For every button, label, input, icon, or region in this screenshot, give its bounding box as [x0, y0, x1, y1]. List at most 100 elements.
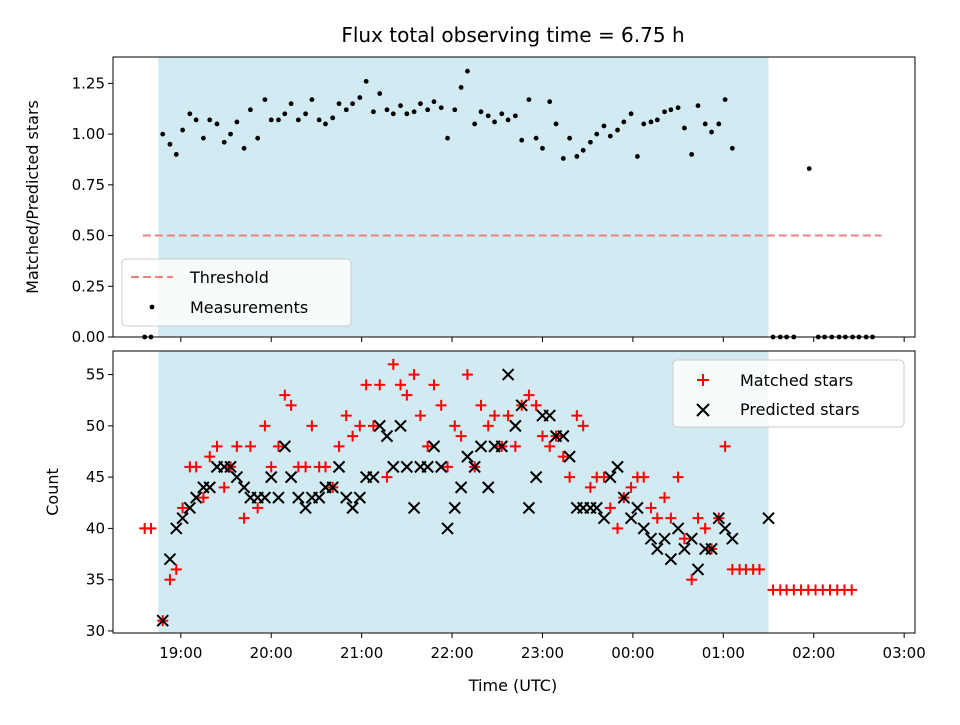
measurement-point: [228, 131, 233, 137]
predicted-star-point: [515, 399, 528, 412]
matched-star-point: [300, 461, 312, 473]
matched-star-point: [428, 379, 440, 391]
predicted-star-point: [718, 522, 732, 535]
measurement-point: [594, 131, 600, 137]
measurement-point: [303, 111, 308, 117]
measurement-point: [540, 145, 545, 151]
x-tick-label: 21:00: [340, 644, 383, 662]
predicted-star-point: [617, 491, 631, 504]
measurement-point: [357, 95, 363, 100]
matched-star-point: [442, 461, 454, 473]
matched-star-point: [645, 502, 657, 514]
measurement-point: [716, 121, 722, 127]
measurement-point: [641, 121, 647, 127]
predicted-star-point: [156, 614, 169, 627]
measurement-point: [418, 101, 423, 107]
matched-star-point: [272, 440, 284, 452]
measurement-point: [295, 117, 301, 123]
matched-star-point: [387, 358, 399, 370]
matched-star-point: [360, 379, 372, 391]
ratio-x-ticks: [180, 337, 905, 342]
measurement-point: [173, 151, 179, 157]
predicted-star-point: [237, 481, 251, 494]
measurement-point: [390, 111, 396, 117]
count-marks: [139, 358, 858, 627]
predicted-star-point: [332, 460, 346, 474]
matched-star-point: [190, 461, 202, 473]
predicted-star-point: [448, 501, 461, 515]
matched-star-point: [333, 440, 345, 452]
x-tick-label: 23:00: [521, 644, 564, 662]
predicted-star-point: [299, 501, 312, 515]
measurement-point: [729, 145, 735, 151]
measurement-point: [207, 117, 213, 123]
measurement-point: [241, 145, 247, 151]
predicted-star-point: [624, 511, 638, 525]
predicted-star-point: [563, 450, 576, 463]
predicted-star-point: [387, 460, 400, 474]
matched-star-point: [395, 379, 407, 391]
predicted-star-point: [230, 470, 244, 484]
matched-star-point: [449, 420, 461, 432]
predicted-star-point: [203, 481, 216, 494]
matched-star-point: [231, 440, 243, 452]
predicted-star-point: [597, 511, 611, 525]
predicted-star-point: [726, 532, 739, 545]
measurement-point: [654, 117, 660, 123]
predicted-star-point: [183, 501, 197, 515]
predicted-star-point: [224, 460, 237, 474]
ratio-y-tick-label: 0.00: [72, 328, 105, 346]
matched-star-point: [340, 410, 352, 422]
measurement-point: [492, 119, 497, 125]
measurement-point: [499, 111, 505, 117]
measurement-point: [682, 125, 687, 131]
predicted-star-point: [258, 491, 272, 504]
measurement-point: [268, 117, 274, 123]
matched-star-point: [461, 369, 473, 381]
matched-star-point: [374, 379, 386, 391]
matched-star-point: [489, 410, 501, 422]
matched-star-point: [455, 430, 467, 442]
predicted-star-point: [762, 511, 775, 525]
chart-title: Flux total observing time = 6.75 h: [341, 23, 684, 47]
measurement-point: [702, 121, 708, 127]
measurement-point: [398, 103, 403, 109]
matched-star-point: [306, 420, 318, 432]
matched-star-point: [625, 481, 637, 493]
count-y-tick-label: 30: [86, 622, 105, 640]
measurement-point: [533, 135, 539, 141]
matched-star-point: [414, 410, 426, 422]
ratio-marks: [142, 68, 882, 340]
matched-star-point: [244, 440, 256, 452]
measurement-point: [662, 109, 667, 115]
matched-star-point: [523, 389, 535, 401]
x-tick-label: 02:00: [792, 644, 835, 662]
predicted-star-point: [712, 511, 726, 525]
measurement-point: [276, 117, 281, 123]
measurement-point: [221, 139, 227, 145]
measurement-point: [452, 107, 458, 113]
matched-star-point: [672, 471, 684, 483]
matched-star-point: [665, 512, 677, 524]
predicted-star-point: [265, 470, 278, 484]
matched-star-point: [145, 522, 157, 534]
count-y-tick-label: 35: [86, 571, 105, 589]
count-y-tick-label: 45: [86, 468, 105, 486]
x-tick-label: 19:00: [159, 644, 202, 662]
measurement-point: [574, 154, 580, 159]
measurement-point: [248, 107, 253, 113]
predicted-star-point: [189, 491, 203, 504]
predicted-star-point: [278, 440, 291, 453]
measurement-point: [187, 111, 193, 117]
predicted-star-point: [461, 450, 474, 463]
measurement-point: [668, 107, 674, 113]
ratio-y-tick-label: 1.00: [72, 125, 105, 143]
measurement-point: [160, 131, 166, 137]
matched-star-point: [475, 399, 487, 411]
matched-star-point: [719, 440, 731, 452]
matched-star-point: [164, 574, 176, 586]
matched-star-point: [699, 522, 711, 534]
matched-star-point: [509, 440, 521, 452]
matched-star-point: [536, 430, 548, 442]
